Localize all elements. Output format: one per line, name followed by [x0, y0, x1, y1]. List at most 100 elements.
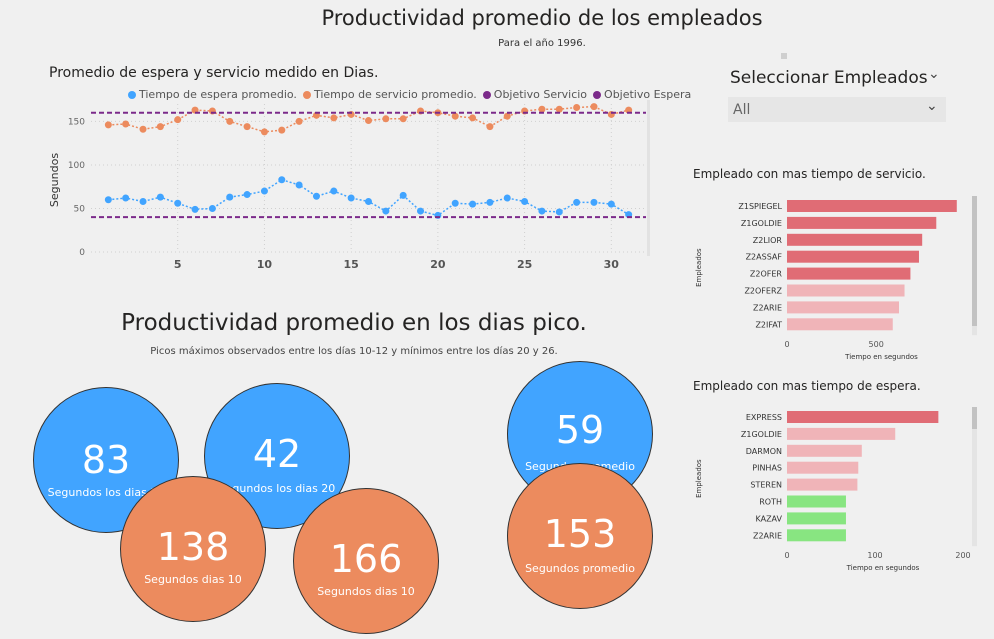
- kpi-card-service-max[interactable]: 138 Segundos dias 10: [120, 476, 266, 622]
- service-point: [330, 114, 338, 122]
- y-tick-label: 150: [68, 117, 85, 127]
- x-tick-label: 20: [430, 258, 446, 271]
- wait-point: [365, 198, 372, 206]
- kpi-label: Segundos los dias 11: [47, 486, 165, 499]
- wait-point: [521, 198, 529, 206]
- service-point: [365, 117, 372, 125]
- kpi-card-wait-max[interactable]: 83 Segundos los dias 11: [33, 387, 179, 533]
- legend-dot-icon: [302, 90, 311, 99]
- legend-item-target-service[interactable]: Objetivo Servicio: [482, 88, 588, 101]
- x-tick-label: 15: [344, 258, 359, 271]
- chevron-down-icon[interactable]: ⌄: [926, 98, 938, 114]
- y-axis-label: Segundos: [48, 153, 61, 207]
- line-chart-legend: Tiempo de espera promedio. Tiempo de ser…: [128, 88, 691, 101]
- legend-label: Tiempo de servicio promedio.: [313, 88, 477, 101]
- wait-point: [347, 194, 355, 202]
- service-point: [278, 126, 286, 134]
- wait-point: [243, 191, 251, 199]
- wait-point: [174, 199, 182, 207]
- wait-point: [278, 176, 286, 184]
- kpi-value: 166: [329, 537, 403, 581]
- wait-point: [590, 198, 598, 206]
- wait-point: [399, 191, 407, 199]
- service-point: [538, 105, 546, 113]
- service-point: [399, 115, 407, 123]
- wait-point: [191, 205, 199, 213]
- kpi-label: Segundos promedio: [525, 562, 635, 575]
- legend-item-wait[interactable]: Tiempo de espera promedio.: [128, 88, 297, 101]
- kpi-card-service-peak[interactable]: 166 Segundos dias 10: [293, 488, 439, 634]
- wait-point: [226, 193, 234, 201]
- legend-dot-icon: [128, 90, 136, 99]
- service-point: [260, 128, 268, 136]
- wait-point: [538, 207, 546, 215]
- service-point: [486, 123, 494, 131]
- wait-point: [573, 198, 581, 206]
- legend-label: Tiempo de espera promedio.: [139, 88, 297, 101]
- service-point: [174, 116, 182, 124]
- legend-item-target-wait[interactable]: Objetivo Espera: [593, 88, 691, 101]
- service-point: [139, 125, 147, 133]
- wait-point: [330, 187, 338, 195]
- legend-dot-icon: [482, 90, 491, 99]
- page-title: Productividad promedio de los empleados: [321, 6, 763, 30]
- wait-point: [486, 198, 494, 206]
- wait-point: [417, 207, 425, 215]
- service-point: [156, 123, 164, 131]
- service-point: [295, 117, 303, 125]
- employee-dropdown[interactable]: [728, 97, 946, 122]
- wait-point: [469, 200, 477, 208]
- service-point: [226, 117, 234, 125]
- wait-point: [156, 193, 164, 201]
- kpi-label: Segundos los dias 20: [218, 482, 336, 495]
- peaks-title: Productividad promedio en los dias pico.: [121, 310, 587, 336]
- service-point: [451, 112, 459, 120]
- legend-item-service[interactable]: Tiempo de servicio promedio.: [302, 88, 477, 101]
- wait-point: [104, 196, 112, 204]
- y-tick-label: 0: [79, 248, 85, 258]
- wait-point: [607, 200, 615, 208]
- kpi-value: 42: [252, 432, 302, 476]
- x-tick-label: 5: [174, 258, 182, 271]
- wait-point: [503, 194, 511, 202]
- drag-handle[interactable]: [781, 53, 787, 59]
- wait-point: [208, 204, 216, 212]
- x-tick-label: 30: [604, 258, 620, 271]
- wait-point: [139, 198, 147, 206]
- y-tick-label: 50: [74, 204, 86, 214]
- wait-point: [312, 192, 320, 200]
- page-subtitle: Para el año 1996.: [498, 38, 586, 49]
- chart-scrollbar: [647, 100, 650, 256]
- kpi-label: Segundos dias 10: [317, 585, 415, 598]
- service-point: [590, 103, 598, 111]
- service-point: [503, 112, 511, 120]
- wait-point: [451, 199, 459, 207]
- service-point: [122, 120, 130, 128]
- wait-point: [382, 207, 390, 215]
- service-point: [469, 114, 477, 122]
- y-tick-label: 100: [68, 161, 85, 171]
- wait-bar-chart-title: Empleado con mas tiempo de espera.: [693, 379, 921, 393]
- kpi-value: 83: [81, 438, 131, 482]
- x-tick-label: 25: [517, 258, 532, 271]
- legend-label: Objetivo Servicio: [493, 88, 588, 101]
- service-point: [104, 121, 112, 129]
- chevron-down-icon[interactable]: ⌄: [928, 66, 940, 82]
- kpi-card-service-avg[interactable]: 153 Segundos promedio: [507, 463, 653, 609]
- line-chart-title: Promedio de espera y servicio medido en …: [49, 65, 379, 81]
- wait-point: [260, 187, 268, 195]
- service-point: [573, 103, 581, 111]
- kpi-value: 59: [555, 408, 605, 452]
- slicer-title: Seleccionar Empleados: [730, 68, 928, 88]
- employee-dropdown-value: All: [733, 102, 751, 118]
- legend-label: Objetivo Espera: [604, 88, 692, 101]
- service-point: [555, 105, 563, 113]
- kpi-value: 153: [543, 512, 617, 556]
- x-tick-label: 10: [257, 258, 273, 271]
- peaks-subtitle: Picos máximos observados entre los días …: [150, 346, 558, 357]
- wait-point: [295, 181, 303, 189]
- wait-series-line: [108, 178, 630, 217]
- wait-point: [555, 208, 563, 216]
- kpi-value: 138: [156, 525, 230, 569]
